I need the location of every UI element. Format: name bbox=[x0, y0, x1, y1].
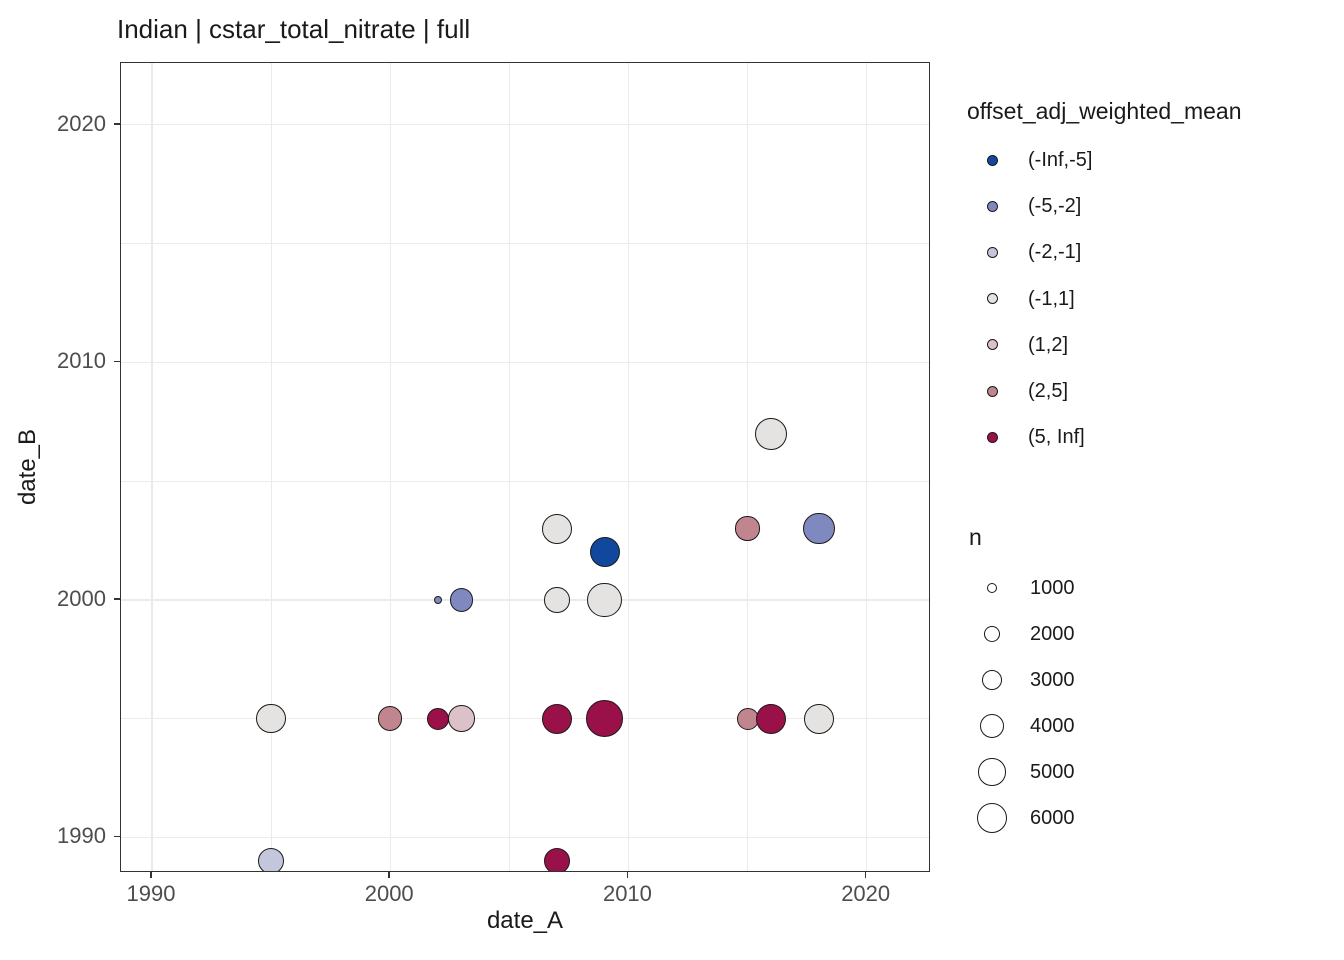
x-major-gridline bbox=[865, 63, 868, 871]
data-point bbox=[256, 703, 286, 734]
x-minor-gridline bbox=[747, 63, 748, 871]
data-point bbox=[377, 706, 403, 731]
color-legend-key-icon bbox=[986, 200, 998, 212]
y-axis-tick-label: 2000 bbox=[57, 585, 106, 611]
y-major-gridline bbox=[121, 361, 929, 363]
color-legend-key-icon bbox=[986, 154, 998, 166]
y-axis-title: date_B bbox=[14, 428, 41, 506]
plot-panel bbox=[120, 62, 930, 872]
size-legend-label: 2000 bbox=[1030, 623, 1075, 645]
y-minor-gridline bbox=[121, 718, 929, 720]
y-major-gridline bbox=[121, 599, 929, 601]
color-legend-label: (-2,-1] bbox=[1028, 241, 1082, 264]
color-legend-label: (-1,1] bbox=[1028, 287, 1075, 310]
plot-title: Indian | cstar_total_nitrate | full bbox=[117, 14, 471, 44]
y-axis-tick-label: 2020 bbox=[57, 110, 106, 136]
x-axis-title: date_A bbox=[486, 907, 564, 934]
y-axis-tick-label: 2010 bbox=[57, 348, 106, 374]
size-legend-label: 5000 bbox=[1030, 761, 1075, 783]
data-point bbox=[448, 705, 475, 732]
x-axis-tick-label: 2010 bbox=[602, 881, 652, 906]
size-legend-key-icon bbox=[978, 758, 1006, 786]
color-legend-key-icon bbox=[986, 246, 998, 258]
y-major-gridline bbox=[121, 836, 929, 839]
color-legend-title: offset_adj_weighted_mean bbox=[967, 98, 1242, 124]
size-legend-label: 6000 bbox=[1030, 807, 1075, 829]
color-legend-label: (-Inf,-5] bbox=[1028, 149, 1093, 171]
size-legend-label: 4000 bbox=[1030, 715, 1075, 737]
x-axis-tick bbox=[626, 872, 629, 878]
x-axis-tick bbox=[864, 872, 867, 878]
data-point bbox=[433, 595, 443, 605]
data-point bbox=[542, 513, 572, 544]
data-point bbox=[257, 847, 285, 871]
color-legend-label: (1,2] bbox=[1028, 333, 1069, 356]
x-axis-tick bbox=[150, 872, 152, 878]
x-axis-tick-label: 2020 bbox=[841, 881, 891, 906]
data-point bbox=[587, 582, 622, 618]
x-minor-gridline bbox=[508, 63, 510, 871]
y-axis-tick-label: 1990 bbox=[57, 823, 106, 849]
color-legend-key-icon bbox=[986, 431, 998, 443]
x-minor-gridline bbox=[270, 63, 272, 871]
data-point bbox=[589, 537, 620, 568]
data-point bbox=[804, 703, 834, 734]
data-point bbox=[736, 707, 759, 730]
x-major-gridline bbox=[389, 63, 391, 871]
y-minor-gridline bbox=[121, 243, 929, 244]
x-axis-tick-label: 1990 bbox=[126, 881, 176, 906]
data-point bbox=[755, 417, 788, 450]
data-point bbox=[586, 700, 623, 737]
data-point bbox=[426, 707, 449, 730]
size-legend-key-icon bbox=[984, 626, 1000, 642]
y-major-gridline bbox=[121, 124, 929, 126]
x-axis-tick-label: 2000 bbox=[364, 881, 414, 906]
color-legend-key-icon bbox=[986, 293, 998, 305]
data-point bbox=[735, 516, 760, 541]
y-axis-tick bbox=[114, 123, 120, 125]
color-legend-label: (5, Inf] bbox=[1028, 426, 1085, 449]
color-legend-key-icon bbox=[986, 385, 998, 397]
y-axis-tick bbox=[114, 835, 120, 838]
size-legend-key-icon bbox=[976, 802, 1008, 834]
data-point bbox=[542, 703, 572, 734]
data-point bbox=[544, 587, 570, 613]
size-legend-key-icon bbox=[981, 669, 1003, 691]
data-point bbox=[756, 703, 787, 734]
y-axis-tick bbox=[114, 360, 120, 363]
y-minor-gridline bbox=[121, 480, 929, 482]
color-legend-label: (2,5] bbox=[1028, 380, 1069, 402]
size-legend-key-icon bbox=[986, 582, 998, 594]
x-axis-tick bbox=[388, 872, 390, 878]
data-point bbox=[543, 847, 571, 871]
x-major-gridline bbox=[151, 63, 153, 871]
y-axis-tick bbox=[114, 598, 120, 600]
color-legend-label: (-5,-2] bbox=[1028, 195, 1082, 218]
size-legend-label: 3000 bbox=[1030, 669, 1075, 691]
size-legend-label: 1000 bbox=[1030, 577, 1075, 599]
size-legend-title: n bbox=[969, 524, 982, 550]
data-point bbox=[449, 588, 474, 612]
size-legend-key-icon bbox=[979, 713, 1005, 739]
x-major-gridline bbox=[627, 63, 630, 871]
data-point bbox=[803, 512, 835, 545]
color-legend-key-icon bbox=[986, 339, 998, 351]
